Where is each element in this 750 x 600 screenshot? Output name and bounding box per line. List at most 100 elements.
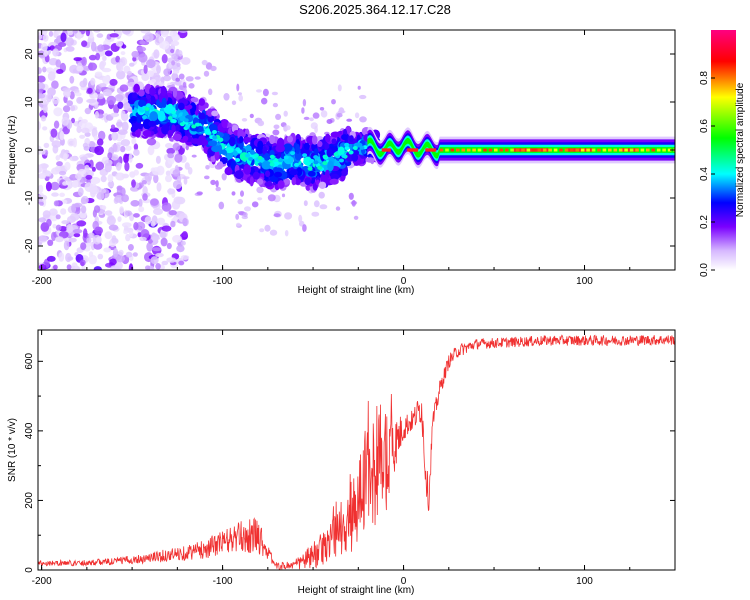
spectrogram-cell-965 [337,110,346,114]
spectrogram-cell-655 [42,34,49,42]
spectrogram-cell-186 [47,239,54,246]
spectrogram-cell-719 [38,263,47,270]
spectrogram-cell-2182 [220,149,227,155]
spectrogram-cell-2179 [273,171,283,178]
spectrogram-cell-2269 [566,148,594,152]
spectrogram-cell-2161 [295,143,300,155]
spectrogram-cell-831 [155,263,161,270]
spectrogram-cell-40 [110,124,116,130]
spectrogram-cell-1070 [284,212,293,220]
spectrogram-cell-2287 [526,148,531,152]
snr-panel: -200 -100 0 100 0 200 400 600 Height of straigh… [7,329,676,596]
spectrogram-cell-2091 [277,180,285,189]
spectrogram-cell-611 [56,69,64,74]
spectrogram-cell-2154 [252,171,260,180]
spectrogram-cell-648 [114,194,124,203]
spectrogram-cell-2285 [515,148,520,152]
spectrogram-cell-89 [146,242,153,252]
spectrogram-cell-1019 [262,88,269,97]
spectrogram-cell-697 [140,229,150,239]
spectrogram-cell-2246 [333,152,339,157]
spectrogram-cell-1045 [241,118,248,122]
spectrogram-y-tick-label-1: 10 [24,96,35,108]
spectrogram-cell-566 [80,197,87,205]
spectrogram-cell-2098 [303,156,312,166]
spectrogram-cell-838 [139,236,147,242]
spectrogram-cell-341 [52,223,57,229]
colorbar-tick-label-2: 0.4 [699,167,710,181]
snr-y-tick-label-3: 600 [24,353,35,370]
spectrogram-cell-1022 [318,191,325,199]
spectrogram-cell-482 [165,170,171,176]
spectrogram-cell-628 [84,164,90,173]
spectrogram-cell-2227 [294,162,299,167]
spectrogram-cell-139 [138,198,143,208]
spectrogram-cell-2244 [212,135,218,140]
spectrogram-cell-2311 [656,148,661,152]
spectrogram-cell-820 [97,44,105,52]
spectrogram-cell-2265 [381,148,391,152]
spectrogram-cell-693 [126,71,133,76]
spectrogram-cell-2043 [133,83,140,93]
spectrogram-cell-129 [55,155,61,161]
spectrogram-cell-687 [123,153,129,164]
spectrogram-cell-1029 [235,213,240,220]
spectrogram-cell-2252 [341,153,347,158]
spectrogram-cell-657 [81,40,88,47]
spectrogram-cell-744 [42,66,47,73]
spectrogram-cell-637 [146,59,156,69]
spectrogram-cell-906 [301,107,305,114]
spectrogram-cell-2273 [450,148,455,152]
spectrogram-cell-662 [176,62,181,67]
spectrogram-cell-431 [81,56,87,67]
spectrogram-cell-342 [132,252,138,257]
spectrogram-cell-112 [91,166,96,172]
spectrogram-cell-2272 [445,148,449,152]
spectrogram-cell-2243 [218,137,224,142]
spectrogram-cell-951 [170,81,176,85]
spectrogram-cell-767 [181,240,186,246]
spectrogram-cell-2142 [318,181,327,189]
spectrogram-cell-813 [39,201,44,206]
spectrogram-cell-802 [150,220,156,227]
spectrogram-cell-2254 [322,154,328,159]
spectrogram-cell-2222 [344,142,350,147]
spectrogram-cell-666 [121,194,129,203]
spectrogram-cell-1041 [237,211,245,215]
spectrogram-cell-2130 [264,181,273,187]
spectrogram-cell-835 [95,52,101,61]
spectrogram-cell-866 [97,93,104,100]
spectrogram-cell-2171 [148,120,157,127]
spectrogram-cell-682 [110,112,120,118]
spectrogram-cell-1063 [309,117,314,122]
spectrogram-cell-2291 [548,148,552,152]
spectrogram-cell-410 [68,237,77,243]
spectrogram-cell-579 [81,119,88,124]
spectrogram-cell-917 [218,201,225,210]
spectrogram-cell-2306 [629,148,634,152]
spectrogram-cell-2226 [253,153,259,158]
spectrogram-cell-289 [104,50,113,57]
spectrogram-cell-599 [72,137,78,148]
spectrogram-cell-2124 [190,97,199,103]
spectrogram-cell-948 [298,214,303,223]
spectrogram-cell-2117 [214,149,220,161]
snr-x-tick-label-3: 100 [576,576,593,587]
spectrogram-cell-2301 [602,148,607,152]
spectrogram-cell-564 [40,115,47,122]
spectrogram-cell-2277 [472,148,476,152]
spectrogram-cell-2088 [133,123,139,131]
spectrogram-cell-900 [238,94,243,102]
spectrogram-x-axis-label: Height of straight line (km) [298,285,415,296]
spectrogram-cell-634 [152,167,161,176]
spectrogram-cell-146 [181,57,191,65]
spectrogram-cell-932 [251,201,259,208]
spectrogram-cell-434 [80,205,87,214]
spectrogram-cell-875 [166,257,177,263]
spectrogram-cell-41 [135,162,144,169]
spectrogram-cell-1040 [172,169,181,177]
spectrogram-cell-891 [158,35,164,44]
spectrogram-cell-890 [61,220,70,225]
spectrogram-cell-495 [85,30,90,37]
spectrogram-cell-330 [41,30,48,36]
